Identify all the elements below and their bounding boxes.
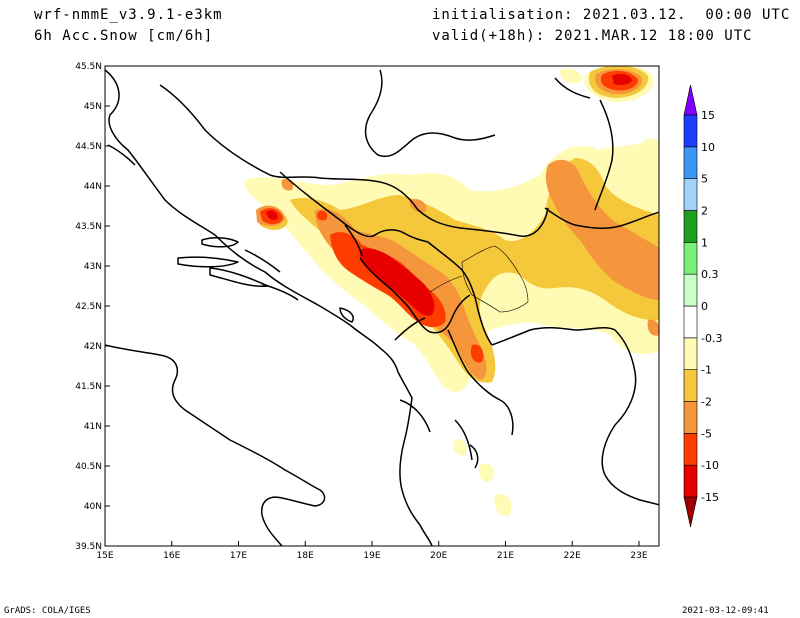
colorbar-label: 5	[701, 173, 708, 186]
lat-tick-label: 45.5N	[75, 62, 102, 72]
colorbar-swatch	[683, 433, 698, 466]
variable-name: 6h Acc.Snow [cm/6h]	[34, 28, 214, 44]
colorbar-swatch	[683, 146, 698, 179]
footer-timestamp: 2021-03-12-09:41	[682, 606, 769, 616]
colorbar-label: 2	[701, 205, 708, 218]
lon-tick-label: 19E	[363, 551, 380, 561]
colorbar-label: -2	[701, 396, 712, 409]
province-borders	[429, 245, 529, 313]
colorbar-swatch	[683, 464, 698, 498]
lat-tick-label: 41N	[84, 422, 102, 432]
lon-tick-label: 22E	[564, 551, 581, 561]
colorbar-arrow-max	[683, 84, 698, 116]
init-time: initialisation: 2021.03.12. 00:00 UTC	[432, 7, 791, 23]
lat-tick-label: 42.5N	[75, 302, 102, 312]
colorbar: -15 -10 -5 -2 -1 -0.3 0 0.3 1 2 5 10 15	[683, 84, 722, 528]
colorbar-swatch	[683, 242, 698, 275]
colorbar-label: 10	[701, 141, 715, 154]
colorbar-swatch	[683, 369, 698, 402]
axis-ticks: 15E 16E 17E 18E 19E 20E 21E 22E 23E 39.5N 40N 40.5N…	[75, 62, 648, 561]
lon-tick-label: 20E	[430, 551, 447, 561]
colorbar-label: -15	[701, 491, 719, 504]
lat-tick-label: 40N	[84, 502, 102, 512]
lat-tick-label: 40.5N	[75, 462, 102, 472]
colorbar-label: 0.3	[701, 268, 719, 281]
colorbar-label: -1	[701, 364, 712, 377]
colorbar-swatch	[683, 114, 698, 148]
lat-tick-label: 41.5N	[75, 382, 102, 392]
lon-tick-label: 17E	[230, 551, 247, 561]
lon-tick-label: 23E	[630, 551, 647, 561]
lat-tick-label: 43N	[84, 262, 102, 272]
lon-tick-label: 15E	[96, 551, 113, 561]
lon-tick-label: 18E	[297, 551, 314, 561]
footer-credit: GrADS: COLA/IGES	[4, 606, 91, 616]
colorbar-label: 15	[701, 109, 715, 122]
snow-field	[244, 66, 659, 517]
valid-time: valid(+18h): 2021.MAR.12 18:00 UTC	[432, 28, 753, 44]
model-name: wrf-nmmE_v3.9.1-e3km	[34, 7, 223, 23]
country-borders	[159, 69, 659, 506]
colorbar-label: 0	[701, 300, 708, 313]
colorbar-swatch	[683, 178, 698, 211]
colorbar-label: -10	[701, 459, 719, 472]
colorbar-swatch	[683, 210, 698, 243]
colorbar-swatch	[683, 273, 698, 307]
colorbar-swatch	[683, 305, 698, 339]
lon-tick-label: 16E	[163, 551, 180, 561]
colorbar-arrow-min	[683, 496, 698, 528]
colorbar-swatch	[683, 337, 698, 370]
lat-tick-label: 43.5N	[75, 222, 102, 232]
colorbar-label: -0.3	[701, 332, 722, 345]
colorbar-swatch	[683, 401, 698, 434]
lat-tick-label: 42N	[84, 342, 102, 352]
coastlines	[105, 69, 479, 546]
lat-tick-label: 44.5N	[75, 142, 102, 152]
lon-tick-label: 21E	[497, 551, 514, 561]
colorbar-label: 1	[701, 236, 708, 249]
colorbar-label: -5	[701, 427, 712, 440]
lat-tick-label: 39.5N	[75, 542, 102, 552]
lat-tick-label: 45N	[84, 102, 102, 112]
lat-tick-label: 44N	[84, 182, 102, 192]
